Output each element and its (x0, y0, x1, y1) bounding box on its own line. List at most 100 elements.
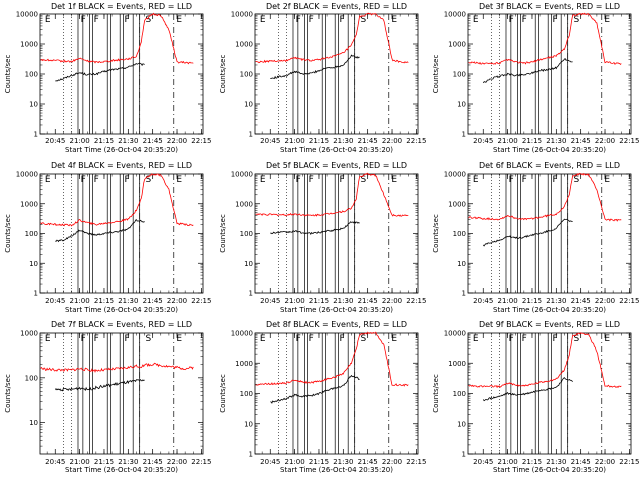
y-tick-label: 10000 (444, 171, 466, 179)
x-tick-label: 22:15 (191, 137, 211, 145)
region-letter: E (260, 334, 266, 344)
plot-frame (39, 13, 204, 135)
region-letter: F (94, 15, 99, 25)
x-axis-label: Start Time (26-Oct-04 20:35:20) (493, 146, 606, 154)
region-letter: F (309, 15, 314, 25)
lld-series-line (255, 172, 409, 217)
panel-title: Det 9f BLACK = Events, RED = LLD (479, 320, 620, 329)
lld-series-line (40, 173, 194, 227)
panel-title: Det 6f BLACK = Events, RED = LLD (479, 161, 620, 170)
x-tick-label: 21:00 (498, 137, 518, 145)
x-axis-label: Start Time (26-Oct-04 20:35:20) (280, 146, 393, 154)
events-series-line (55, 63, 145, 82)
x-tick-label: 22:00 (382, 297, 402, 305)
events-series-line (270, 220, 360, 235)
x-tick-label: 22:00 (167, 458, 187, 466)
region-letter: F (522, 334, 527, 344)
y-tick-label: 1 (249, 131, 253, 139)
x-tick-label: 21:45 (358, 137, 378, 145)
region-letter: F (94, 175, 99, 185)
x-tick-label: 20:45 (45, 137, 65, 145)
y-tick-label: 1 (462, 451, 466, 459)
x-tick-label: 21:15 (522, 297, 542, 305)
region-letter: F (339, 334, 344, 344)
region-letter: E (176, 15, 182, 25)
events-series-line (54, 378, 145, 392)
y-tick-label: 10000 (231, 11, 253, 19)
panel-title: Det 8f BLACK = Events, RED = LLD (266, 320, 407, 329)
x-tick-label: 21:30 (118, 458, 138, 466)
panel-det-2: Det 2f BLACK = Events, RED = LLD 1 10 100 10… (219, 2, 426, 154)
region-letter: E (45, 15, 51, 25)
x-axis-label: Start Time (26-Oct-04 20:35:20) (493, 466, 606, 474)
region-letter: E (176, 334, 182, 344)
plot-frame (467, 173, 632, 294)
panel-title: Det 3f BLACK = Events, RED = LLD (479, 2, 620, 11)
region-letter: F (124, 334, 129, 344)
panel-det-6: Det 6f BLACK = Events, RED = LLD 1 10 100 10… (432, 161, 639, 314)
panel-title: Det 4f BLACK = Events, RED = LLD (51, 161, 192, 170)
region-letter: F (94, 334, 99, 344)
panel-det-4: Det 4f BLACK = Events, RED = LLD 1 10 100 10… (4, 161, 211, 314)
x-tick-label: 21:15 (94, 137, 114, 145)
y-tick-label: 100 (25, 374, 38, 382)
y-tick-label: 10 (457, 420, 466, 428)
region-letter: F (296, 334, 301, 344)
y-tick-label: 10 (457, 260, 466, 268)
x-tick-label: 20:45 (45, 458, 65, 466)
y-tick-label: 1 (462, 290, 466, 298)
x-tick-label: 21:00 (70, 297, 90, 305)
region-letter: F (522, 15, 527, 25)
events-series-line (482, 218, 573, 247)
region-letter: F (309, 334, 314, 344)
region-letter: F (309, 175, 314, 185)
lld-series-line (255, 12, 409, 64)
events-series-line (270, 374, 360, 404)
y-tick-label: 10000 (231, 171, 253, 179)
y-tick-label: 100 (240, 71, 253, 79)
lld-series-line (468, 172, 622, 222)
y-tick-label: 1000 (20, 41, 38, 49)
region-letter: E (176, 175, 182, 185)
region-letter: S (574, 175, 580, 185)
region-letter: S (146, 334, 152, 344)
x-tick-label: 21:15 (309, 297, 329, 305)
y-axis-label: Counts/sec (4, 374, 12, 413)
region-letter: F (296, 175, 301, 185)
region-letter: E (473, 334, 479, 344)
events-series-line (270, 54, 360, 80)
x-tick-label: 21:15 (94, 297, 114, 305)
x-tick-label: 21:30 (333, 137, 353, 145)
region-letter: F (522, 175, 527, 185)
region-letter: S (361, 15, 367, 25)
x-tick-label: 21:45 (571, 458, 591, 466)
panel-title: Det 2f BLACK = Events, RED = LLD (266, 2, 407, 11)
panel-det-3: Det 3f BLACK = Events, RED = LLD 1 10 100 10… (432, 2, 639, 154)
y-tick-label: 100 (453, 390, 466, 398)
x-tick-label: 22:00 (167, 137, 187, 145)
region-letter: S (146, 175, 152, 185)
x-tick-label: 22:00 (595, 458, 615, 466)
x-tick-label: 21:45 (358, 458, 378, 466)
x-tick-label: 21:45 (143, 137, 163, 145)
y-axis-label: Counts/sec (4, 214, 12, 253)
x-tick-label: 21:45 (143, 297, 163, 305)
y-tick-label: 1000 (448, 360, 466, 368)
x-tick-label: 22:00 (595, 137, 615, 145)
plot-frame (254, 13, 419, 135)
x-tick-label: 21:45 (571, 297, 591, 305)
x-tick-label: 22:15 (619, 297, 639, 305)
x-tick-label: 21:30 (546, 297, 566, 305)
region-letter: F (509, 175, 514, 185)
region-letter: F (552, 334, 557, 344)
y-tick-label: 10 (29, 101, 38, 109)
x-axis-label: Start Time (26-Oct-04 20:35:20) (65, 306, 178, 314)
x-tick-label: 22:00 (382, 137, 402, 145)
x-tick-label: 21:15 (309, 137, 329, 145)
y-tick-label: 1000 (235, 200, 253, 208)
region-letter: E (45, 334, 51, 344)
y-tick-label: 10000 (444, 330, 466, 338)
x-tick-label: 21:30 (546, 137, 566, 145)
x-tick-label: 20:45 (45, 297, 65, 305)
region-letter: E (604, 334, 610, 344)
